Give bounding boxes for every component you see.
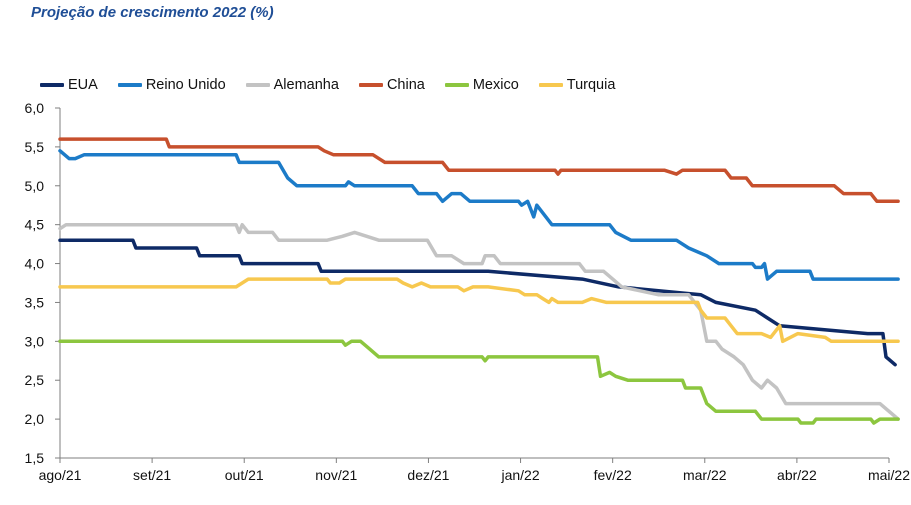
legend-item-turquia: Turquia xyxy=(538,77,616,93)
x-tick-label: out/21 xyxy=(225,467,264,483)
legend-swatch xyxy=(538,83,563,87)
y-tick-label: 5,0 xyxy=(25,178,45,194)
legend-label: Mexico xyxy=(472,77,519,93)
y-tick-label: 6,0 xyxy=(25,100,45,116)
series-line-turquia xyxy=(58,277,900,344)
legend-swatch xyxy=(40,83,64,87)
legend-swatch xyxy=(245,83,270,87)
legend-item-mexico: Mexico xyxy=(444,77,519,93)
plot-area xyxy=(58,137,900,425)
series-line-reino-unido xyxy=(58,149,900,281)
legend-item-china: China xyxy=(358,77,425,93)
x-tick-label: set/21 xyxy=(133,467,171,483)
legend-item-reino-unido: Reino Unido xyxy=(117,77,226,93)
legend-item-eua: EUA xyxy=(40,77,98,93)
x-tick-label: abr/22 xyxy=(777,467,817,483)
y-tick-label: 4,5 xyxy=(25,217,45,233)
x-tick-label: nov/21 xyxy=(315,467,357,483)
y-tick-label: 3,0 xyxy=(25,333,45,349)
chart-title: Projeção de crescimento 2022 (%) xyxy=(31,4,274,21)
legend-item-alemanha: Alemanha xyxy=(245,77,339,93)
x-tick-label: fev/22 xyxy=(594,467,632,483)
legend-label: Reino Unido xyxy=(145,77,226,93)
legend-label: Turquia xyxy=(566,77,616,93)
x-tick-label: mar/22 xyxy=(683,467,727,483)
legend-label: Alemanha xyxy=(273,77,339,93)
y-tick-label: 4,0 xyxy=(25,256,45,272)
x-tick-label: mai/22 xyxy=(868,467,910,483)
legend-label: EUA xyxy=(68,77,98,93)
y-tick-label: 2,0 xyxy=(25,411,45,427)
legend-swatch xyxy=(444,83,469,87)
y-tick-label: 3,5 xyxy=(25,294,45,310)
series-line-eua xyxy=(58,238,897,367)
legend: EUA Reino Unido Alemanha China Mexico Turquia xyxy=(40,75,635,95)
legend-swatch xyxy=(117,83,142,87)
y-tick-label: 2,5 xyxy=(25,372,45,388)
legend-swatch xyxy=(358,83,383,87)
series-line-china xyxy=(58,137,900,204)
series-line-mexico xyxy=(58,339,900,425)
x-tick-label: dez/21 xyxy=(407,467,449,483)
x-tick-label: jan/22 xyxy=(500,467,539,483)
y-tick-label: 5,5 xyxy=(25,139,45,155)
y-tick-label: 1,5 xyxy=(25,450,45,466)
series-line-alemanha xyxy=(58,222,900,421)
legend-label: China xyxy=(386,77,425,93)
x-tick-label: ago/21 xyxy=(39,467,82,483)
